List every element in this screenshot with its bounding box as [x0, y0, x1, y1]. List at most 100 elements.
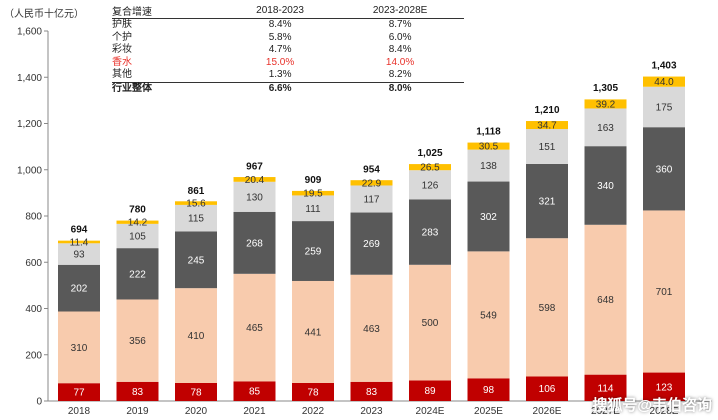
bar-segment — [409, 199, 451, 265]
bar-segment — [292, 382, 334, 401]
bar-segment — [233, 211, 276, 274]
y-tick-label: 800 — [25, 212, 42, 223]
segment-value-label: 93 — [73, 250, 85, 261]
cagr-row-skincare: 护肤 8.4% 8.7% — [112, 19, 464, 32]
segment-value-label: 20.4 — [245, 175, 265, 186]
cagr-row-label: 行业整体 — [112, 81, 224, 96]
bar-segment — [292, 280, 334, 383]
segment-value-label: 44.0 — [654, 77, 674, 88]
segment-value-label: 283 — [422, 228, 439, 239]
x-tick-label: 2018 — [68, 406, 91, 417]
y-tick-label: 200 — [25, 350, 42, 361]
cagr-value: 6.0% — [388, 31, 412, 43]
segment-value-label: 465 — [246, 323, 263, 334]
segment-value-label: 22.9 — [362, 178, 382, 189]
segment-value-label: 117 — [364, 195, 380, 206]
bar-segment — [233, 181, 276, 212]
x-tick-label: 2025E — [474, 406, 503, 417]
cagr-value: 8.4% — [268, 19, 292, 30]
bar-segment — [292, 190, 334, 196]
segment-value-label: 648 — [597, 295, 614, 306]
bar-segment — [643, 127, 685, 211]
x-tick-label: 2020 — [185, 406, 208, 417]
bar-segment — [584, 108, 627, 147]
bar-segment — [526, 129, 568, 164]
bar-total-label: 780 — [129, 205, 146, 216]
bar-segment — [175, 231, 217, 289]
bar-segment — [584, 374, 627, 401]
bar-segment — [467, 142, 510, 150]
x-tick-label: 2028E — [650, 406, 679, 417]
bar-total-label: 1,025 — [417, 148, 442, 159]
segment-value-label: 259 — [305, 247, 322, 258]
segment-value-label: 114 — [598, 383, 614, 394]
segment-value-label: 202 — [71, 284, 88, 295]
cagr-row-label: 彩妆 — [112, 44, 132, 56]
segment-value-label: 14.2 — [128, 218, 148, 229]
segment-value-label: 175 — [656, 102, 673, 113]
segment-value-label: 123 — [656, 382, 673, 393]
segment-value-label: 598 — [539, 303, 556, 314]
x-tick-label: 2026E — [533, 406, 562, 417]
cagr-value: 8.4% — [388, 44, 412, 56]
cagr-value: 8.7% — [388, 19, 412, 30]
segment-value-label: 245 — [188, 255, 205, 266]
bar-segment — [292, 195, 334, 222]
cagr-value: 5.8% — [268, 31, 292, 43]
segment-value-label: 302 — [480, 212, 497, 223]
segment-value-label: 98 — [483, 385, 495, 396]
bar-segment — [350, 274, 393, 382]
bar-segment — [584, 146, 627, 225]
cagr-table-header: 复合增速 2018-2023 2023-2028E — [112, 3, 464, 19]
segment-value-label: 410 — [188, 331, 205, 342]
bar-segment — [58, 264, 100, 312]
segment-value-label: 130 — [246, 192, 263, 203]
cagr-value: 15.0% — [265, 56, 295, 68]
segment-value-label: 19.5 — [303, 189, 323, 200]
bar-total-label: 909 — [305, 175, 322, 186]
segment-value-label: 78 — [190, 387, 202, 398]
bar-total-label: 1,118 — [476, 126, 501, 137]
bar-segment — [350, 180, 393, 186]
y-tick-label: 1,200 — [17, 119, 42, 130]
bar-segment — [409, 170, 451, 200]
segment-value-label: 15.6 — [186, 199, 206, 210]
segment-value-label: 441 — [305, 327, 322, 338]
bar-segment — [58, 243, 100, 265]
cagr-value: 8.0% — [336, 81, 464, 96]
bar-segment — [409, 264, 451, 381]
x-tick-label: 2027E — [591, 406, 620, 417]
segment-value-label: 83 — [366, 387, 378, 398]
bar-segment — [526, 376, 568, 401]
bar-total-label: 954 — [363, 164, 380, 175]
segment-value-label: 111 — [305, 204, 321, 215]
segment-value-label: 85 — [249, 387, 261, 398]
bar-segment — [643, 372, 685, 401]
cagr-header-label: 复合增速 — [112, 3, 224, 19]
x-tick-label: 2019 — [126, 406, 149, 417]
segment-value-label: 463 — [363, 324, 380, 335]
y-tick-label: 1,000 — [17, 165, 42, 176]
y-tick-label: 600 — [25, 258, 42, 269]
bar-total-label: 1,305 — [593, 83, 618, 94]
bar-segment — [233, 273, 276, 382]
segment-value-label: 321 — [539, 197, 556, 208]
segment-value-label: 549 — [480, 310, 497, 321]
segment-value-label: 356 — [129, 336, 146, 347]
bar-segment — [409, 164, 451, 171]
y-unit-label: （人民币十亿元） — [4, 7, 84, 20]
segment-value-label: 268 — [246, 238, 263, 249]
bar-total-label: 861 — [188, 186, 205, 197]
cagr-value: 1.3% — [268, 69, 292, 81]
bar-segment — [58, 240, 100, 244]
bar-segment — [643, 86, 685, 128]
bar-segment — [350, 212, 393, 275]
bar-segment — [116, 248, 159, 300]
bar-segment — [175, 201, 217, 205]
segment-value-label: 106 — [539, 384, 556, 395]
x-tick-label: 2024E — [416, 406, 445, 417]
bar-segment — [467, 251, 510, 379]
cagr-row-personal-care: 个护 5.8% 6.0% — [112, 32, 464, 45]
bar-total-label: 1,210 — [534, 105, 559, 116]
cagr-value: 8.2% — [388, 69, 412, 81]
